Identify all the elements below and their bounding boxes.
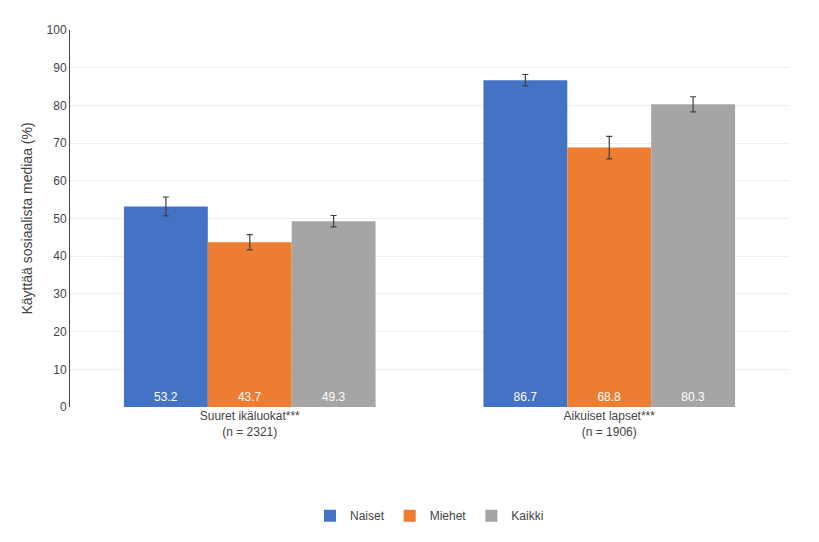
svg-text:70: 70 [53,136,67,150]
svg-text:80.3: 80.3 [681,390,705,404]
svg-text:40: 40 [53,249,67,263]
svg-text:50: 50 [53,212,67,226]
svg-text:30: 30 [53,287,67,301]
svg-text:10: 10 [53,363,67,377]
svg-text:100: 100 [47,23,67,37]
svg-text:43.7: 43.7 [238,390,262,404]
svg-text:20: 20 [53,325,67,339]
svg-text:Miehet: Miehet [430,509,467,523]
svg-text:Käyttää sosiaalista mediaa (%): Käyttää sosiaalista mediaa (%) [19,122,35,314]
svg-text:0: 0 [60,400,67,414]
svg-text:Naiset: Naiset [350,509,385,523]
svg-text:Aikuiset lapset***(n = 1906): Aikuiset lapset***(n = 1906) [564,409,656,439]
svg-text:Suuret ikäluokat***(n = 2321): Suuret ikäluokat***(n = 2321) [200,409,300,439]
svg-text:86.7: 86.7 [514,390,538,404]
svg-text:60: 60 [53,174,67,188]
svg-text:49.3: 49.3 [322,390,346,404]
svg-text:90: 90 [53,61,67,75]
svg-text:53.2: 53.2 [154,390,178,404]
svg-text:Kaikki: Kaikki [511,509,543,523]
svg-text:68.8: 68.8 [597,390,621,404]
svg-text:80: 80 [53,99,67,113]
